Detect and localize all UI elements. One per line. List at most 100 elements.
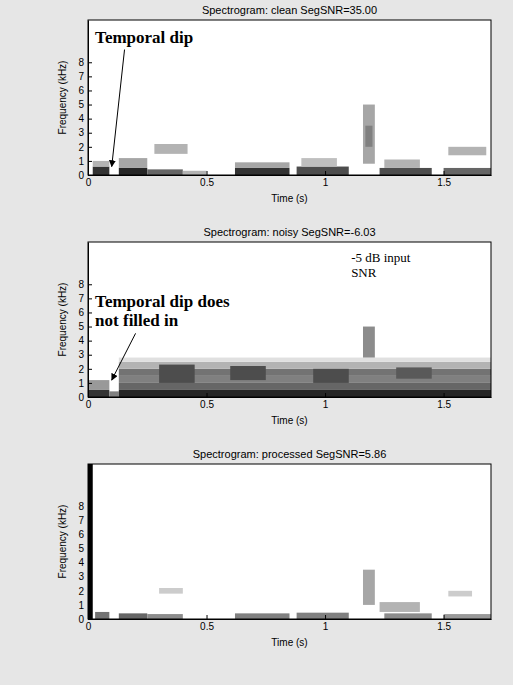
y-tick-label: 6 [78,307,84,318]
annotation-text: Temporal dip [95,28,193,47]
y-tick: 0 [78,614,92,625]
spectrogram-cell [147,169,183,175]
spectrogram-cell [93,161,110,167]
y-tick: 4 [78,335,92,346]
y-tick-mark [88,577,92,578]
x-tick-label: 0.5 [200,177,214,188]
spectrogram-cell [297,167,349,175]
spectrogram-cell [384,613,431,619]
y-tick-label: 4 [78,557,84,568]
y-tick-mark [88,534,92,535]
plot-frame [88,20,491,175]
plot-area [93,105,491,175]
y-tick: 8 [78,279,92,290]
y-tick: 1 [78,378,92,389]
spectrogram-cell [119,613,147,619]
y-tick-label: 2 [78,142,84,153]
y-tick-mark [88,284,92,285]
y-tick: 7 [78,293,92,304]
x-axis: 00.511.5 [86,615,492,632]
y-tick-label: 8 [78,57,84,68]
y-tick-mark [88,90,92,91]
y-tick-label: 3 [78,349,84,360]
y-tick: 0 [78,170,92,181]
x-tick: 1 [323,615,329,632]
y-tick: 2 [78,364,92,375]
spectrogram-cell [235,168,290,175]
spectrogram-cell [183,171,207,175]
x-tick: 1 [323,393,329,410]
spectrogram-cell [444,614,491,619]
y-tick: 3 [78,571,92,582]
spectrogram-cell [147,614,183,619]
y-tick-label: 7 [78,515,84,526]
y-tick-label: 5 [78,321,84,332]
y-tick-mark [88,563,92,564]
y-axis: 012345678 [78,21,92,181]
annotation-text: not filled in [95,311,179,330]
y-tick: 7 [78,515,92,526]
spectrogram-cell [444,168,491,175]
plot-frame [88,242,491,397]
y-tick: 6 [78,307,92,318]
x-tick-label: 0.5 [200,399,214,410]
x-tick-label: 1 [323,399,329,410]
y-tick-mark [88,397,92,398]
y-tick: 1 [78,600,92,611]
spectrogram-cell [119,383,491,390]
annotation: Temporal dip doesnot filled in [95,292,230,380]
y-tick-mark [88,161,92,162]
spectrogram-cell [88,380,109,390]
y-tick-mark [88,298,92,299]
spectrogram-cell [448,147,486,155]
x-axis-title: Time (s) [271,193,307,204]
annotation-text: -5 dB input [351,250,411,265]
y-tick-mark [88,605,92,606]
plot-background [88,20,491,175]
y-tick-mark [88,76,92,77]
y-tick-mark [88,520,92,521]
spectrogram-cell [88,464,93,619]
y-tick-label: 0 [78,614,84,625]
y-tick: 2 [78,142,92,153]
y-tick-label: 7 [78,71,84,82]
y-tick-label: 1 [78,600,84,611]
y-tick: 5 [78,543,92,554]
spectrogram-cell [380,602,420,612]
plot-frame [88,464,491,619]
y-axis: 012345678 [78,465,92,625]
y-tick-mark [88,133,92,134]
y-tick-label: 4 [78,113,84,124]
y-tick: 3 [78,127,92,138]
spectrogram-cell [448,591,472,597]
y-axis-line [88,465,89,620]
y-tick-label: 5 [78,99,84,110]
spectrogram-cell [235,162,290,168]
y-tick: 4 [78,113,92,124]
x-tick-label: 0 [86,399,92,410]
y-tick-mark [88,175,92,176]
spectrogram-cell [365,126,372,147]
annotation-text: Temporal dip does [95,292,230,311]
x-tick-label: 1 [323,177,329,188]
x-tick-mark [444,615,445,619]
y-tick-label: 0 [78,170,84,181]
y-tick-label: 5 [78,543,84,554]
spectrogram-cell [297,613,349,619]
x-axis: 00.511.5 [86,171,492,188]
plot-background [88,242,491,397]
y-tick: 2 [78,586,92,597]
x-tick-label: 0 [86,177,92,188]
panel: 00.511.5012345678Spectrogram: noisy SegS… [57,226,492,426]
x-tick-label: 1.5 [437,621,451,632]
spectrogram-cell [396,367,432,378]
panel-title: Spectrogram: clean SegSNR=35.00 [202,4,377,16]
x-tick-mark [325,615,326,619]
y-tick: 5 [78,99,92,110]
y-tick-label: 1 [78,378,84,389]
y-tick-mark [88,105,92,106]
spectrogram-cell [119,158,147,168]
spectrogram-cell [384,160,420,168]
spectrogram-cell [159,365,195,383]
x-tick-mark [325,393,326,397]
